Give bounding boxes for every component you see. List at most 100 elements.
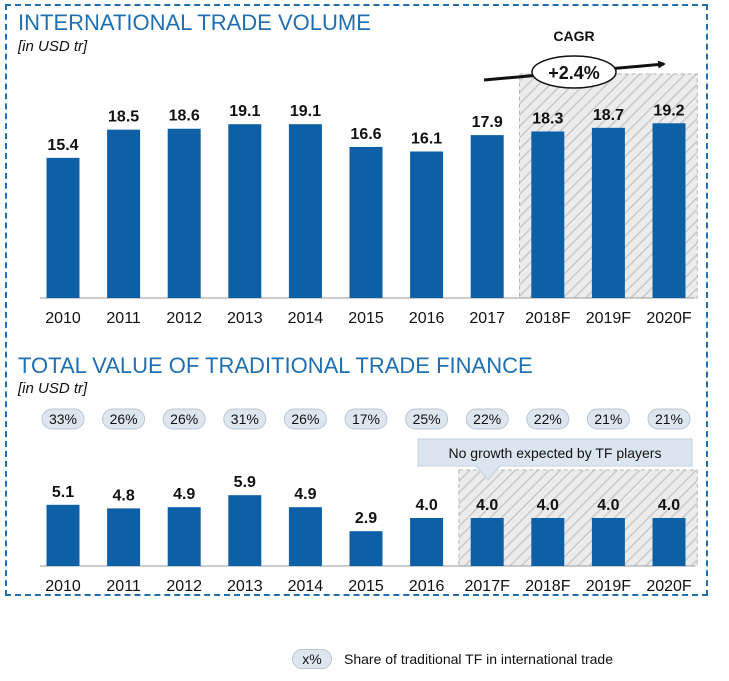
share-label: 22% [473, 411, 501, 427]
legend-symbol: x% [292, 649, 332, 669]
share-pill [647, 408, 691, 430]
chart1-unit: [in USD tr] [18, 38, 88, 55]
callout-text: No growth expected by TF players [449, 445, 662, 461]
bar-2011 [107, 129, 141, 298]
chart1-title: INTERNATIONAL TRADE VOLUME [18, 10, 371, 35]
value-label: 4.9 [294, 486, 316, 503]
value-label: 16.6 [350, 126, 381, 143]
cagr-label: CAGR [553, 28, 594, 44]
bar-2020F [652, 123, 686, 298]
category-label: 2010 [45, 578, 81, 595]
share-pill [526, 408, 570, 430]
bar-2016 [410, 151, 444, 298]
category-label: 2014 [288, 310, 324, 327]
category-label: 2020F [646, 578, 692, 595]
share-pill [102, 408, 146, 430]
category-label: 2012 [166, 310, 202, 327]
share-pill [465, 408, 509, 430]
legend: x% Share of traditional TF in internatio… [292, 648, 613, 670]
bar-2016 [410, 518, 444, 566]
value-label: 5.1 [52, 484, 74, 501]
value-label: 4.8 [112, 487, 134, 504]
chart1: 15.4 2010 18.5 2011 18.6 2012 19.1 2013 19.1 2014… [40, 28, 698, 327]
category-label: 2016 [409, 578, 445, 595]
value-label: 18.3 [532, 110, 563, 127]
share-label: 33% [49, 411, 77, 427]
value-label: 4.9 [173, 486, 195, 503]
category-label: 2014 [288, 578, 324, 595]
chart-frame [5, 4, 708, 596]
category-label: 2019F [586, 578, 632, 595]
value-label: 2.9 [355, 510, 377, 527]
share-pill [223, 408, 267, 430]
share-label: 22% [534, 411, 562, 427]
share-pill [41, 408, 85, 430]
share-pill [344, 408, 388, 430]
share-pill [405, 408, 449, 430]
value-label: 4.0 [537, 497, 559, 514]
value-label: 17.9 [472, 114, 503, 131]
callout-box [417, 438, 693, 481]
share-label: 25% [413, 411, 441, 427]
bar-2018F [531, 518, 565, 566]
value-label: 4.0 [658, 497, 680, 514]
share-pill [586, 408, 630, 430]
value-label: 19.2 [653, 102, 684, 119]
share-label: 26% [291, 411, 319, 427]
bar-2012 [167, 128, 201, 298]
category-label: 2013 [227, 310, 263, 327]
category-label: 2017F [465, 578, 511, 595]
share-label: 26% [170, 411, 198, 427]
category-label: 2016 [409, 310, 445, 327]
value-label: 18.5 [108, 109, 139, 126]
value-label: 4.0 [597, 497, 619, 514]
share-label: 21% [655, 411, 683, 427]
bar-2019F [591, 127, 625, 298]
legend-text: Share of traditional TF in international… [344, 651, 614, 667]
chart2-unit: [in USD tr] [18, 380, 88, 397]
bar-2014 [288, 124, 322, 298]
share-label: 21% [594, 411, 622, 427]
share-label: 26% [110, 411, 138, 427]
bar-2015 [349, 531, 383, 566]
value-label: 18.6 [169, 108, 200, 125]
value-label: 5.9 [234, 474, 256, 491]
bar-2018F [531, 131, 565, 298]
chart2: 5.1 2010 4.8 2011 4.9 2012 5.9 2013 4.9 2014 2.9 20… [40, 408, 698, 595]
bar-2017F [470, 518, 504, 566]
bar-2013 [228, 495, 262, 566]
value-label: 19.1 [229, 103, 260, 120]
category-label: 2013 [227, 578, 263, 595]
value-label: 16.1 [411, 130, 442, 147]
chart2-title: TOTAL VALUE OF TRADITIONAL TRADE FINANCE [18, 353, 533, 378]
value-label: 15.4 [47, 137, 78, 154]
bar-2015 [349, 146, 383, 298]
share-label: 31% [231, 411, 259, 427]
category-label: 2011 [106, 578, 141, 595]
category-label: 2011 [106, 310, 141, 327]
category-label: 2018F [525, 310, 571, 327]
bar-2019F [591, 518, 625, 566]
cagr-value: +2.4% [548, 63, 600, 83]
bar-2010 [46, 504, 80, 566]
bar-2010 [46, 157, 80, 298]
category-label: 2017 [469, 310, 505, 327]
category-label: 2020F [646, 310, 692, 327]
value-label: 19.1 [290, 103, 321, 120]
bar-2012 [167, 507, 201, 566]
bar-2020F [652, 518, 686, 566]
category-label: 2015 [348, 578, 384, 595]
share-label: 17% [352, 411, 380, 427]
category-label: 2010 [45, 310, 81, 327]
value-label: 18.7 [593, 107, 624, 124]
bar-2017 [470, 135, 504, 298]
share-pill [283, 408, 327, 430]
category-label: 2018F [525, 578, 571, 595]
bar-2013 [228, 124, 262, 298]
category-label: 2019F [586, 310, 632, 327]
value-label: 4.0 [476, 497, 498, 514]
value-label: 4.0 [415, 497, 437, 514]
cagr-badge [531, 55, 617, 89]
category-label: 2012 [166, 578, 202, 595]
